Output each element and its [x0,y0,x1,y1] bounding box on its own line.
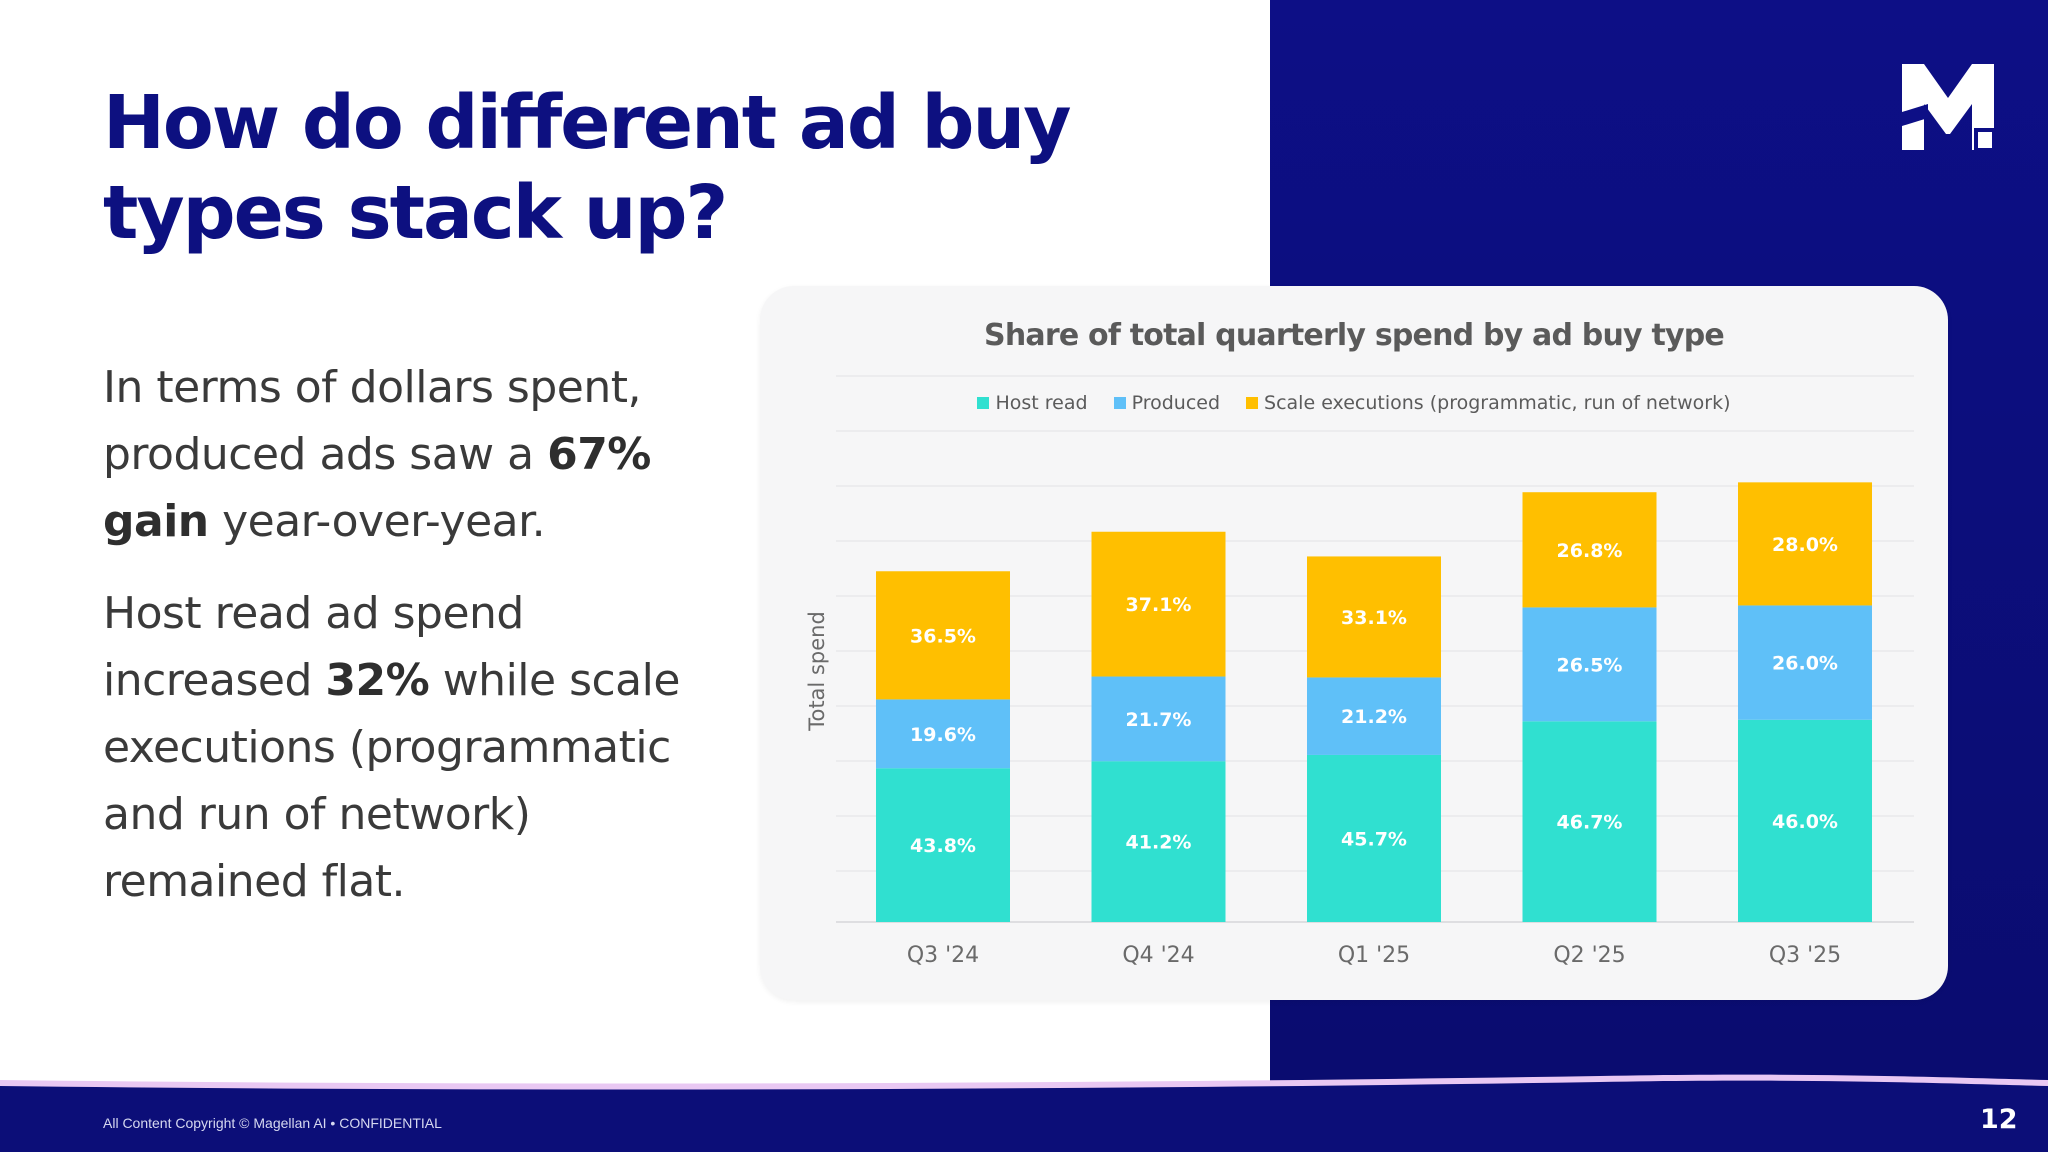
data-label: 26.0% [1772,653,1838,675]
p2-text-6: remained flat. [103,856,406,907]
data-label: 33.1% [1341,607,1407,629]
legend-swatch [1113,397,1126,409]
p1-bold-percent: 67% [547,429,651,480]
bar-segment [1522,607,1657,722]
data-label: 21.2% [1341,706,1407,728]
data-label: 45.7% [1341,828,1407,850]
slide-title: How do different ad buy types stack up? [103,78,1103,258]
copyright-text: All Content Copyright © Magellan AI • CO… [103,1115,442,1131]
stacked-bar-chart: Total spend 43.8% 19.6% 36.5% Q3 '24 41.2% 21.… [805,375,1914,968]
bar-segment [1091,676,1226,762]
chart-title: Share of total quarterly spend by ad buy… [984,318,1725,353]
p1-text-3: year-over-year. [208,496,546,547]
p2-text-5: and run of network) [103,789,531,840]
paragraph-host-read: Host read ad spend increased 32% while s… [103,580,743,915]
p1-text-2: produced ads saw a [103,429,548,480]
legend-label: Scale executions (programmatic, run of n… [1264,392,1731,414]
legend-item: Host read [977,392,1088,414]
data-label: 36.5% [910,625,976,647]
data-label: 43.8% [910,835,976,857]
data-label: 28.0% [1772,534,1838,556]
chart-card: Total spend 43.8% 19.6% 36.5% Q3 '24 41.2% 21.… [760,286,1948,1000]
bar-segment [1307,556,1441,678]
data-label: 41.2% [1126,832,1192,854]
legend-swatch [977,397,990,409]
bar-segment [876,699,1010,769]
data-label: 46.0% [1772,811,1838,833]
title-line-2: types stack up? [103,170,728,256]
x-tick-label: Q1 '25 [1338,943,1410,968]
p2-text-3: while scale [429,655,681,706]
x-tick-label: Q4 '24 [1122,943,1194,968]
data-label: 26.8% [1557,540,1623,562]
bar-segment [1738,482,1872,606]
bar-segment [1738,605,1872,720]
paragraph-produced: In terms of dollars spent, produced ads … [103,354,743,555]
chart-legend: Host read Produced Scale executions (progr… [760,392,1948,414]
bar-segment [876,768,1010,922]
bar-segment [1307,677,1441,755]
legend-label: Host read [995,392,1088,414]
x-tick-label: Q2 '25 [1553,943,1625,968]
data-label: 21.7% [1126,709,1192,731]
x-tick-label: Q3 '25 [1769,943,1841,968]
legend-item: Scale executions (programmatic, run of n… [1246,392,1731,414]
p1-bold-gain: gain [103,496,209,547]
y-axis-label: Total spend [805,611,829,732]
bar-segment [1307,754,1441,922]
p2-bold-percent: 32% [325,655,430,706]
data-label: 19.6% [910,724,976,746]
bar-segment [876,571,1010,700]
bar-segment [1091,761,1226,922]
legend-swatch [1246,397,1259,409]
bar-segment [1091,531,1226,677]
p2-text-1: Host read ad spend [103,588,524,639]
p1-text-1: In terms of dollars spent, [103,362,641,413]
footer-wave [0,1074,2048,1152]
magellan-logo-icon [1902,64,1994,150]
bar-segment [1522,721,1657,922]
page-number: 12 [1980,1104,2018,1135]
bar-segment [1522,492,1657,608]
data-label: 46.7% [1557,812,1623,834]
p2-text-2: increased [103,655,326,706]
data-label: 26.5% [1557,654,1623,676]
bar-segment [1738,719,1872,922]
body-text: In terms of dollars spent, produced ads … [103,354,743,940]
title-line-1: How do different ad buy [103,80,1071,166]
legend-label: Produced [1131,392,1221,414]
p2-text-4: executions (programmatic [103,722,671,773]
x-tick-label: Q3 '24 [907,943,979,968]
data-label: 37.1% [1126,594,1192,616]
legend-item: Produced [1113,392,1221,414]
